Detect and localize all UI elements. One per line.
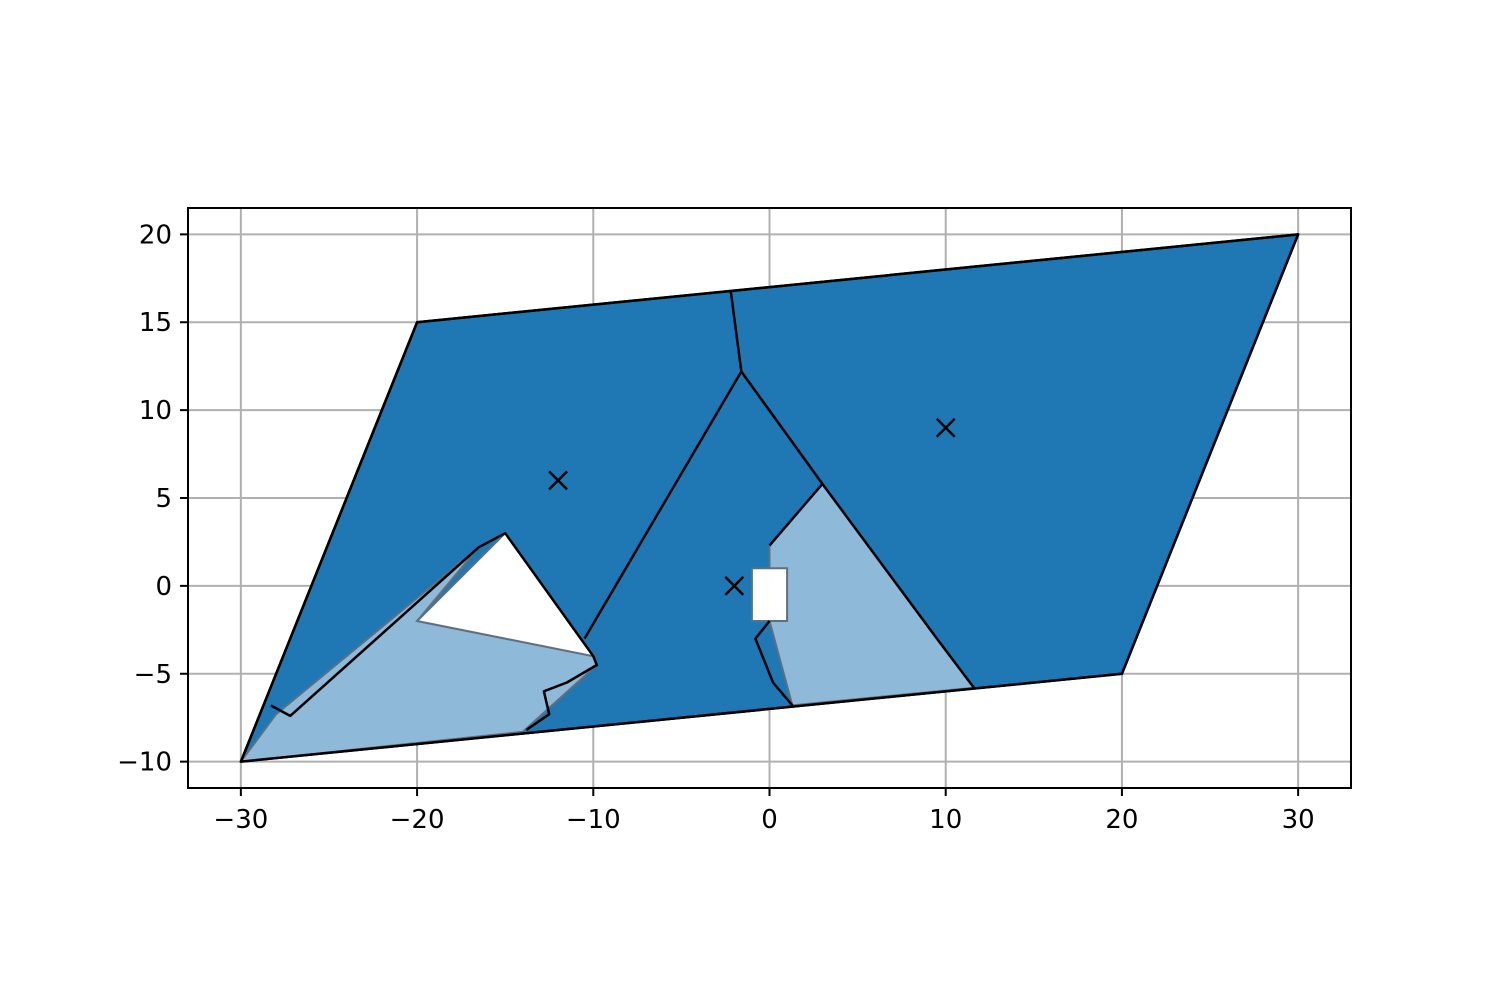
axis-ticks: −30 −20 −10 0 10 20 30 −10 −5 0 5 10 15 20 xyxy=(117,220,1315,835)
x-tick-label: 0 xyxy=(761,805,778,835)
polygon-regions xyxy=(239,233,1300,763)
y-tick-label: 15 xyxy=(139,308,172,338)
y-tick-label: 20 xyxy=(139,220,172,250)
y-tick-label: −10 xyxy=(117,748,172,778)
plot-area xyxy=(188,208,1351,788)
markers xyxy=(548,417,956,596)
x-marker xyxy=(724,575,745,596)
x-tick-label: −20 xyxy=(390,805,445,835)
domain-outline xyxy=(239,233,1300,763)
x-tick-label: 10 xyxy=(929,805,962,835)
x-tick-label: −10 xyxy=(566,805,621,835)
y-tick-label: 10 xyxy=(139,396,172,426)
x-tick-label: 30 xyxy=(1282,805,1315,835)
right-ridge-boundary xyxy=(740,370,975,689)
center-light-boundary xyxy=(768,483,824,547)
square-left-boundary xyxy=(754,620,794,707)
x-marker xyxy=(548,470,568,491)
square-hole xyxy=(750,567,789,622)
x-marker xyxy=(935,417,956,438)
y-tick-label: 0 xyxy=(155,572,172,602)
y-tick-label: −5 xyxy=(134,660,172,690)
x-tick-label: −30 xyxy=(213,805,268,835)
left-lower-boundary xyxy=(270,531,599,732)
y-tick-label: 5 xyxy=(155,484,172,514)
x-tick-label: 20 xyxy=(1105,805,1138,835)
